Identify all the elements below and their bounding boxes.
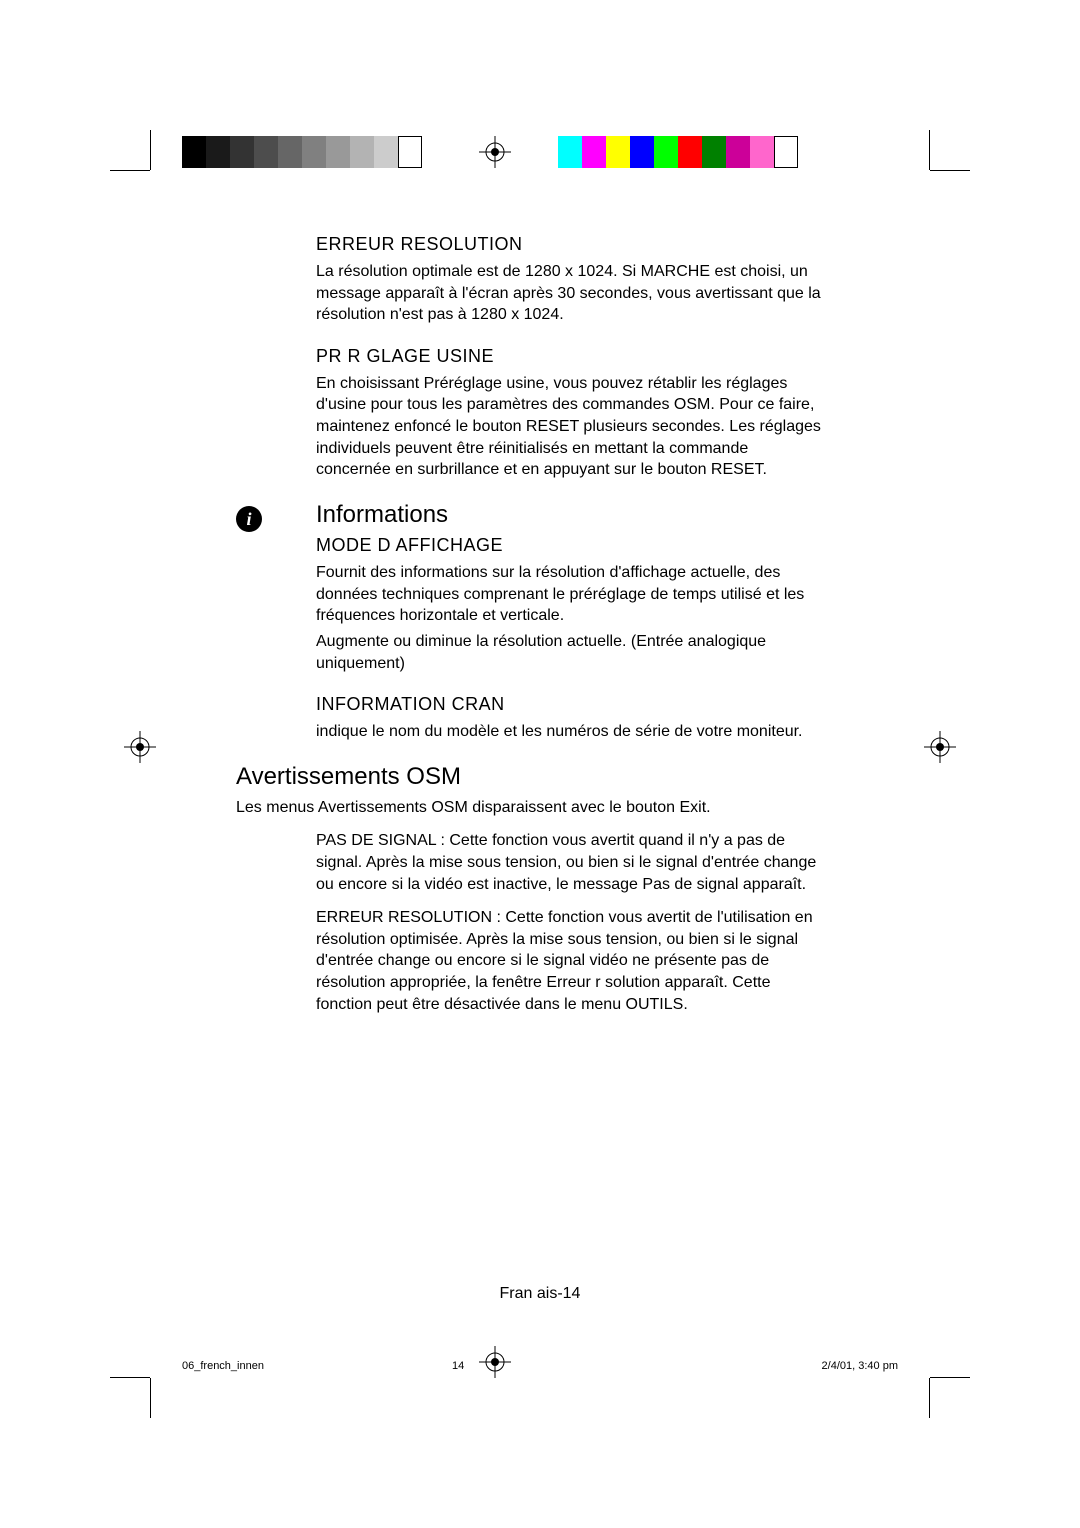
footer-page: 14 (452, 1360, 464, 1372)
crop-mark (929, 130, 930, 170)
heading-informations: Informations (316, 501, 448, 529)
footer: 06_french_innen 14 2/4/01, 3:40 pm (182, 1360, 898, 1372)
body-erreur-resolution: La résolution optimale est de 1280 x 102… (316, 261, 826, 326)
heading-information-ecran: INFORMATION CRAN (316, 694, 826, 715)
heading-avertissements: Avertissements OSM (236, 763, 826, 791)
crop-mark (150, 1378, 151, 1418)
footer-date: 2/4/01, 3:40 pm (822, 1360, 898, 1372)
page-content: ERREUR RESOLUTION La résolution optimale… (236, 234, 826, 1035)
heading-erreur-resolution: ERREUR RESOLUTION (316, 234, 826, 255)
crop-mark (930, 1377, 970, 1378)
body-avertissements-erreur: ERREUR RESOLUTION : Cette fonction vous … (316, 907, 826, 1015)
crop-mark (930, 170, 970, 171)
body-mode-affichage-1: Fournit des informations sur la résoluti… (316, 562, 826, 627)
heading-prereglage-usine: PR R GLAGE USINE (316, 346, 826, 367)
grayscale-bar (182, 136, 422, 168)
body-avertissements-intro: Les menus Avertissements OSM disparaisse… (236, 797, 826, 819)
registration-target-icon (124, 731, 156, 763)
color-bar (558, 136, 798, 168)
crop-mark (110, 170, 150, 171)
info-icon: i (236, 506, 262, 532)
heading-mode-affichage: MODE D AFFICHAGE (316, 535, 826, 556)
body-prereglage-usine: En choisissant Préréglage usine, vous po… (316, 373, 826, 481)
crop-mark (150, 130, 151, 170)
footer-file: 06_french_innen (182, 1360, 264, 1372)
body-information-ecran: indique le nom du modèle et les numéros … (316, 721, 826, 743)
registration-target-icon (479, 136, 511, 168)
registration-target-icon (924, 731, 956, 763)
body-mode-affichage-2: Augmente ou diminue la résolution actuel… (316, 631, 826, 674)
body-pas-de-signal: PAS DE SIGNAL : Cette fonction vous aver… (316, 830, 826, 895)
crop-mark (110, 1377, 150, 1378)
page-number: Fran ais-14 (0, 1285, 1080, 1303)
crop-mark (929, 1378, 930, 1418)
